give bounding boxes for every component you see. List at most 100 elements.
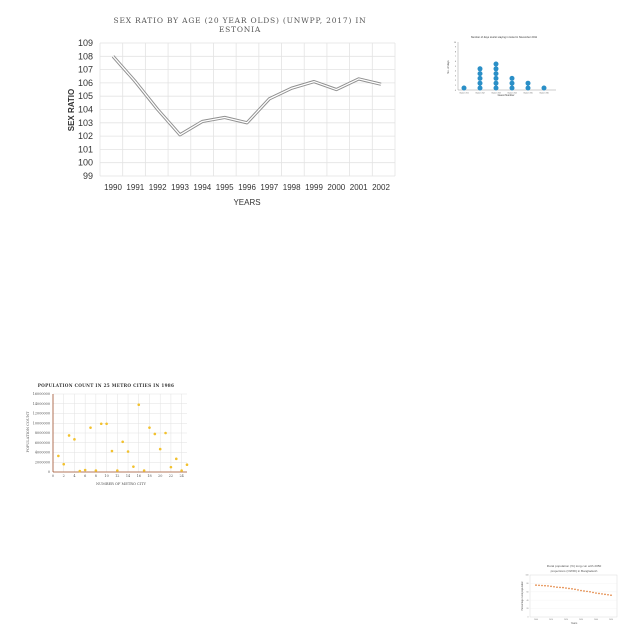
hotel-days-dot xyxy=(509,85,515,91)
hotel-days-y-tick-label: 9 xyxy=(455,47,457,49)
sex-ratio-y-tick-label: 105 xyxy=(78,91,93,101)
sex-ratio-x-tick-label: 1995 xyxy=(216,183,234,192)
population-point xyxy=(116,469,119,472)
hotel-days-x-tick-label: Guest #02 xyxy=(475,92,485,95)
rural-population-point xyxy=(538,584,540,587)
rural-population-series xyxy=(535,584,612,596)
rural-population-point xyxy=(571,588,573,590)
rural-population-point xyxy=(550,585,552,588)
sex-ratio-gridlines xyxy=(99,42,396,177)
hotel-days-x-tick-label: Guest #05 xyxy=(523,92,533,95)
rural-population-point xyxy=(580,589,582,592)
hotel-days-x-axis-label: Guest Number xyxy=(498,93,515,97)
population-point xyxy=(126,450,130,453)
hotel-days-chart: Number of days tourist staying in Hotel … xyxy=(446,35,556,97)
sex-ratio-y-tick-label: 100 xyxy=(78,158,93,168)
population-y-tick-label: 12000000 xyxy=(33,412,50,416)
sex-ratio-x-tick-label: 2000 xyxy=(327,183,345,192)
sex-ratio-y-tick-label: 101 xyxy=(78,144,93,154)
population-point xyxy=(180,469,183,472)
sex-ratio-y-tick-label: 99 xyxy=(83,171,93,181)
population-series xyxy=(57,403,189,473)
population-point xyxy=(62,462,66,466)
hotel-days-dot xyxy=(461,85,467,91)
sex-ratio-y-tick-label: 109 xyxy=(78,38,93,48)
population-point xyxy=(105,422,108,426)
population-point xyxy=(83,468,87,472)
population-y-tick-label: 6000000 xyxy=(35,441,50,445)
rural-population-point xyxy=(556,586,558,588)
hotel-days-dot xyxy=(493,85,499,91)
hotel-days-title: Number of days tourist staying in Hotel … xyxy=(471,35,538,39)
sex-ratio-x-ticks: 1990 1991 1992 1993 1994 1995 1996 1997 1998 1999… xyxy=(104,183,390,192)
population-x-tick-label: 4 xyxy=(73,474,75,478)
hotel-days-y-tick-label: 6 xyxy=(455,61,457,63)
hotel-days-dot xyxy=(477,80,483,86)
rural-population-y-tick-label: 0 xyxy=(528,617,529,619)
population-y-tick-label: 4000000 xyxy=(35,451,50,455)
hotel-days-dot xyxy=(493,75,499,81)
population-y-axis-label: POPULATION COUNT xyxy=(26,411,30,452)
sex-ratio-x-axis-label: YEARS xyxy=(233,198,260,207)
rural-population-point xyxy=(595,592,597,594)
population-x-tick-label: 8 xyxy=(95,474,97,478)
population-point xyxy=(169,465,173,469)
population-x-tick-label: 24 xyxy=(179,474,183,478)
hotel-days-series xyxy=(461,61,547,91)
rural-population-title-line-2: projections (OWID) in Bangladesh xyxy=(551,569,598,573)
sex-ratio-y-tick-label: 104 xyxy=(78,105,93,115)
hotel-days-dot xyxy=(509,80,515,86)
population-point xyxy=(137,403,141,407)
population-x-tick-label: 20 xyxy=(158,474,162,478)
hotel-days-x-tick-label: Guest #06 xyxy=(539,92,549,95)
population-point xyxy=(132,465,135,468)
population-point xyxy=(153,432,157,436)
population-x-tick-label: 22 xyxy=(169,474,173,478)
sex-ratio-x-tick-label: 1996 xyxy=(238,183,256,192)
population-point xyxy=(148,426,151,429)
rural-population-x-axis-label: Years xyxy=(571,621,578,625)
rural-population-x-tick-label: 2000 xyxy=(534,619,538,621)
rural-population-point xyxy=(604,593,606,596)
rural-population-title-line-1: Rural population (%) long-run with 2050 xyxy=(547,564,602,568)
rural-population-y-tick-label: 100 xyxy=(526,575,529,577)
sex-ratio-x-tick-label: 1999 xyxy=(305,183,323,192)
rural-population-point xyxy=(541,584,543,587)
hotel-days-dot xyxy=(509,75,515,81)
rural-population-y-tick-label: 80 xyxy=(527,583,529,585)
rural-population-plot-frame xyxy=(529,574,618,618)
hotel-days-x-tick-label: Guest #04 xyxy=(507,92,517,95)
rural-population-point xyxy=(535,584,537,586)
population-point xyxy=(89,426,92,429)
hotel-days-dot xyxy=(525,80,531,86)
sex-ratio-y-ticks: 99 100 101 102 103 104 105 106 107 108 109 xyxy=(78,38,93,181)
sex-ratio-y-tick-label: 103 xyxy=(78,118,93,128)
rural-population-point xyxy=(577,589,579,591)
hotel-days-dot xyxy=(493,80,499,86)
rural-population-point xyxy=(544,584,546,587)
rural-population-point xyxy=(601,593,603,595)
sex-ratio-x-tick-label: 1997 xyxy=(260,183,278,192)
rural-population-point xyxy=(565,587,567,589)
sex-ratio-title-line-2: ESTONIA xyxy=(219,25,261,34)
hotel-days-y-tick-label: 1 xyxy=(455,85,457,87)
population-x-tick-label: 16 xyxy=(137,474,141,478)
population-point xyxy=(99,422,103,426)
population-gridlines xyxy=(52,393,187,473)
population-point xyxy=(110,449,114,453)
rural-population-x-tick-label: 2030 xyxy=(579,619,583,621)
population-chart: POPULATION COUNT IN 25 METRO CITIES IN 1… xyxy=(26,383,189,486)
hotel-days-x-ticks: Guest #01 Guest #02 Guest #03 Guest #04 Gues… xyxy=(459,92,549,95)
sex-ratio-line-inner xyxy=(112,55,382,136)
hotel-days-y-tick-label: 5 xyxy=(455,66,457,68)
sex-ratio-y-tick-label: 108 xyxy=(78,51,93,61)
rural-population-point xyxy=(553,585,555,588)
rural-population-point xyxy=(583,590,585,592)
population-x-tick-label: 6 xyxy=(84,474,86,478)
population-y-tick-label: 0 xyxy=(48,470,50,474)
population-point xyxy=(185,463,189,466)
sex-ratio-x-tick-label: 1992 xyxy=(149,183,167,192)
population-y-tick-label: 14000000 xyxy=(33,402,50,406)
hotel-days-y-tick-label: 4 xyxy=(455,71,457,73)
population-point xyxy=(57,454,60,458)
